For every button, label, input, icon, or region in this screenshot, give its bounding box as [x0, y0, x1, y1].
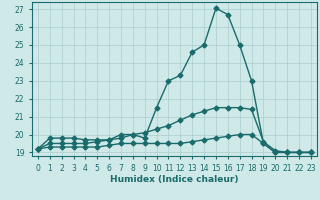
X-axis label: Humidex (Indice chaleur): Humidex (Indice chaleur)	[110, 175, 239, 184]
